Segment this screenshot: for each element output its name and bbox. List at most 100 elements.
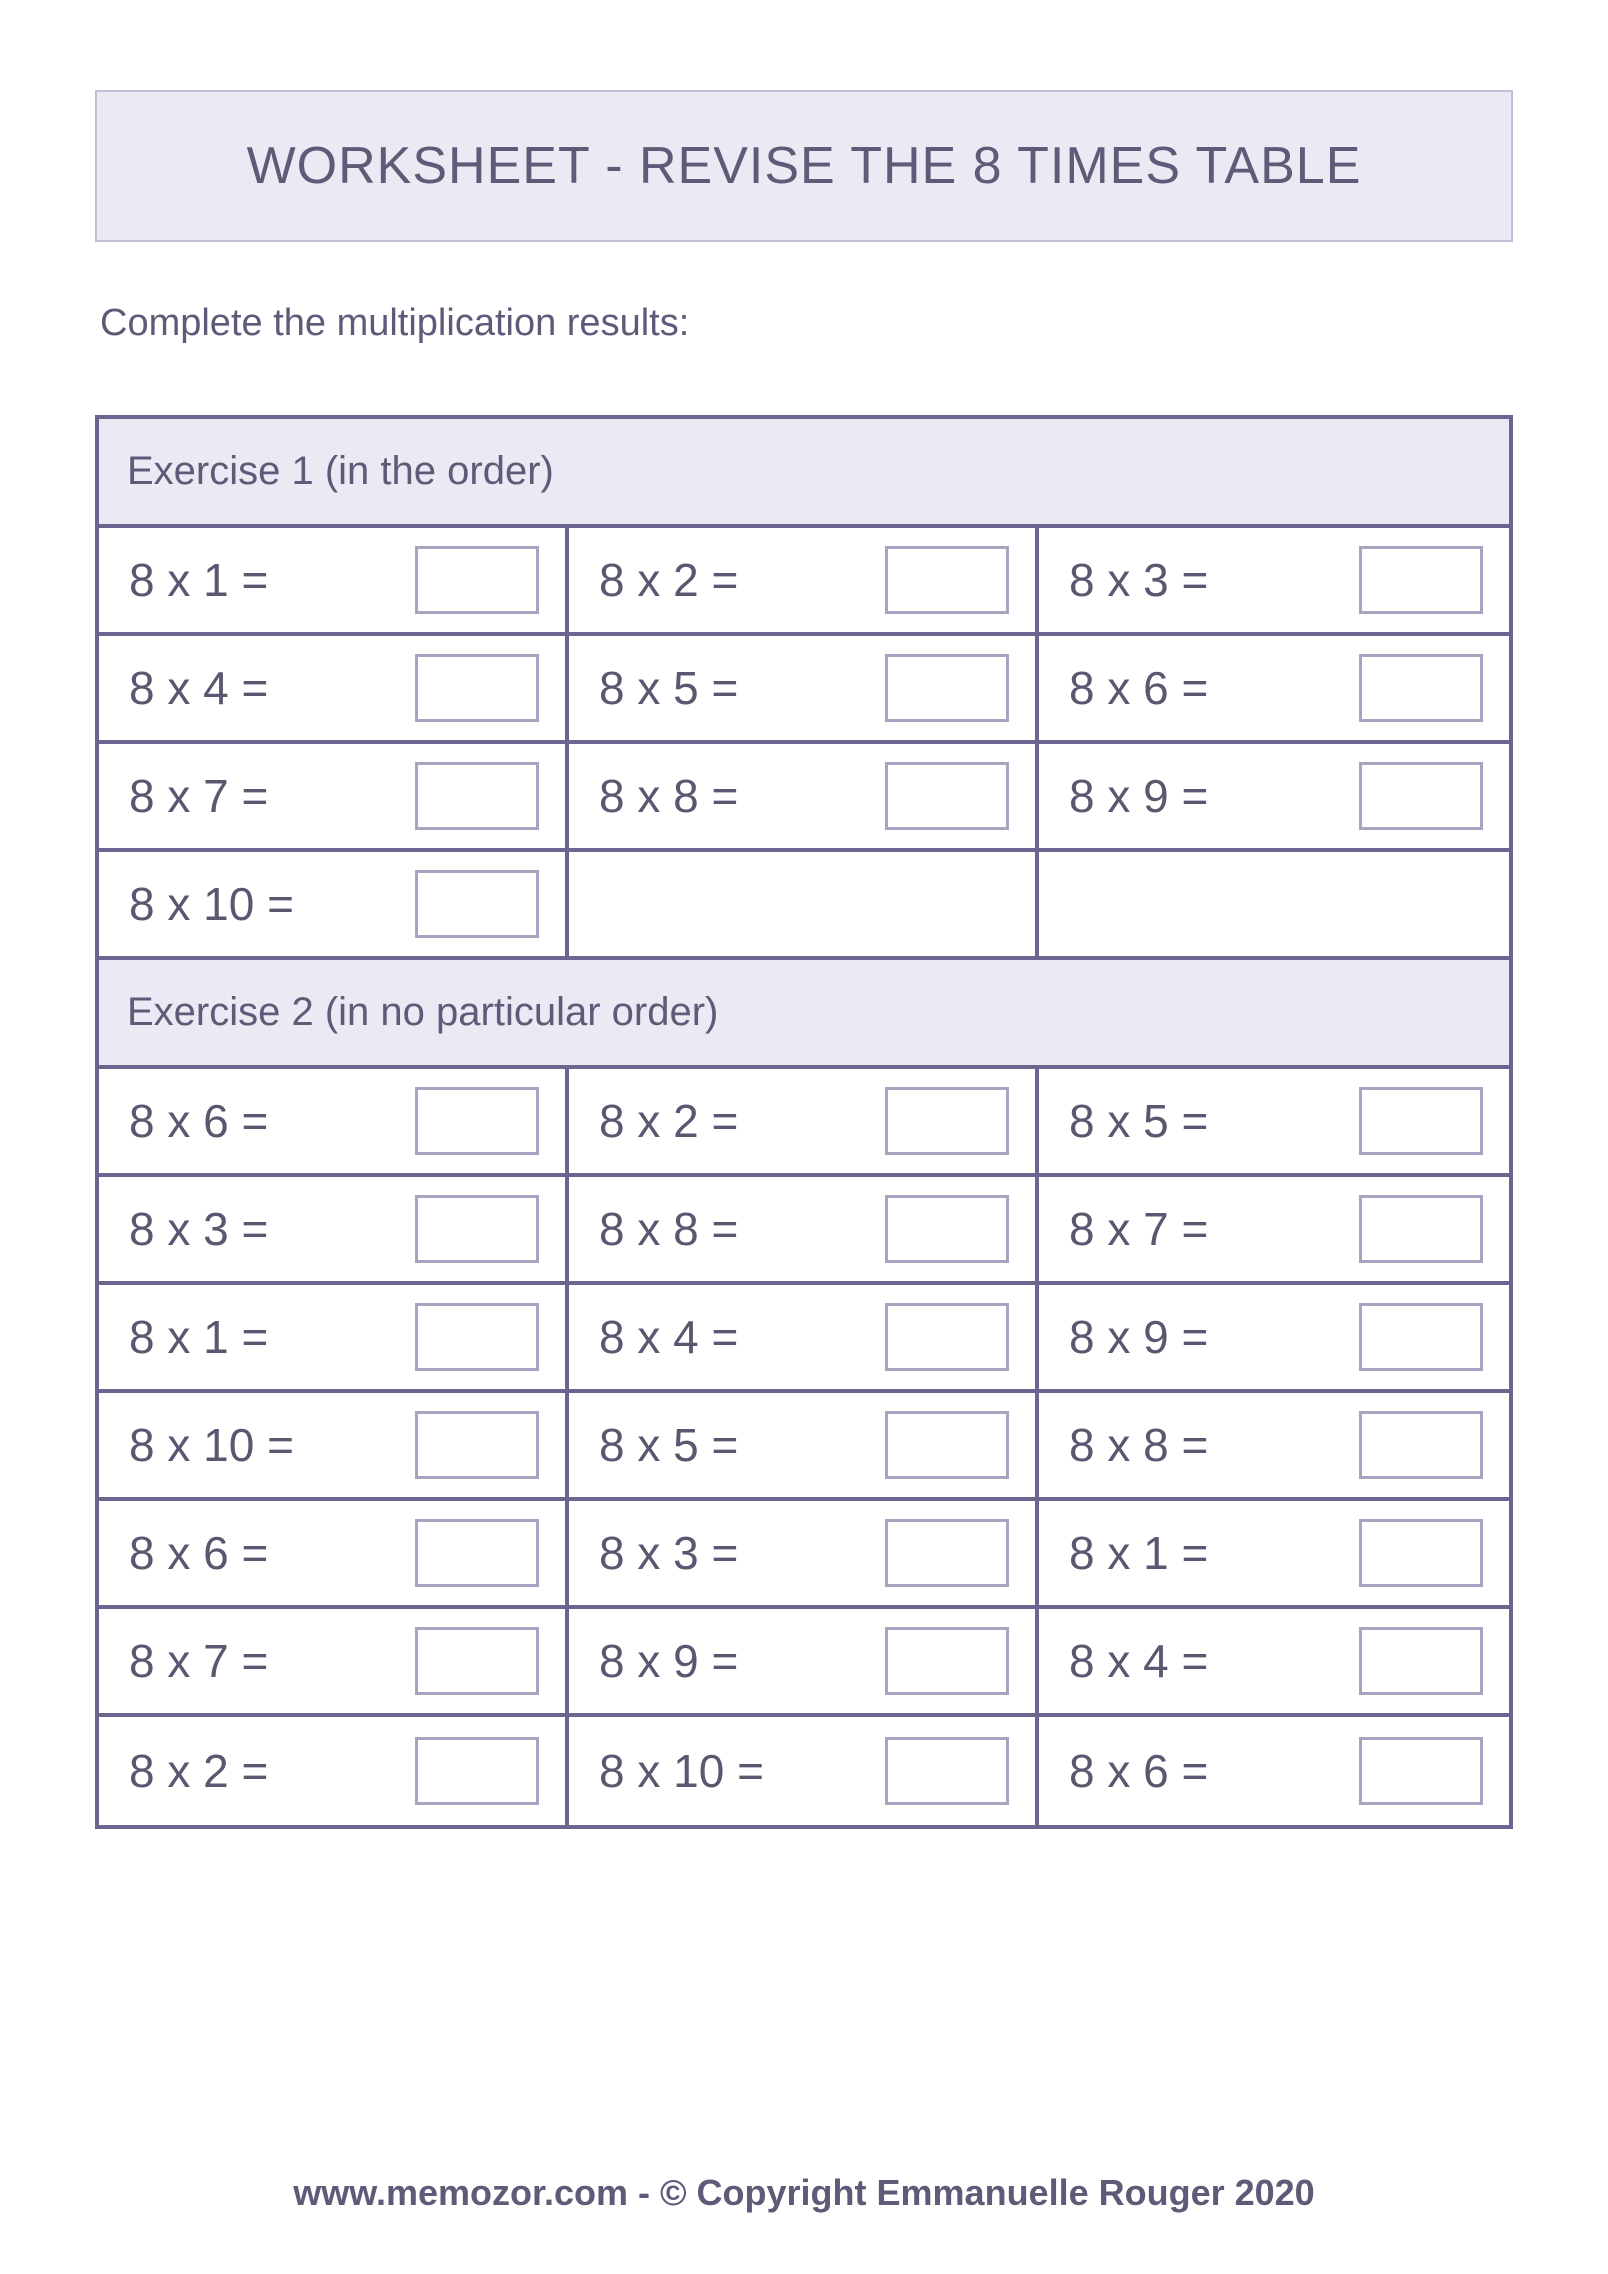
exercise-2-grid: 8 x 6 = 8 x 2 = 8 x 5 = 8 x 3 = 8 x 8 = 8 x 7… [99, 1069, 1509, 1825]
problem-cell: 8 x 10 = [99, 852, 569, 960]
answer-box[interactable] [885, 1087, 1009, 1155]
expression: 8 x 6 = [1069, 1744, 1208, 1798]
answer-box[interactable] [415, 1411, 539, 1479]
expression: 8 x 8 = [599, 1202, 738, 1256]
answer-box[interactable] [415, 1195, 539, 1263]
expression: 8 x 9 = [1069, 1310, 1208, 1364]
expression: 8 x 7 = [129, 1634, 268, 1688]
expression: 8 x 5 = [599, 1418, 738, 1472]
answer-box[interactable] [415, 870, 539, 938]
exercise-1-header: Exercise 1 (in the order) [99, 419, 1509, 528]
answer-box[interactable] [1359, 1303, 1483, 1371]
problem-cell: 8 x 1 = [99, 528, 569, 636]
problem-cell: 8 x 2 = [99, 1717, 569, 1825]
exercises-table: Exercise 1 (in the order) 8 x 1 = 8 x 2 =… [95, 415, 1513, 1829]
problem-cell: 8 x 6 = [99, 1501, 569, 1609]
problem-cell: 8 x 2 = [569, 528, 1039, 636]
problem-cell: 8 x 8 = [1039, 1393, 1509, 1501]
expression: 8 x 10 = [129, 1418, 294, 1472]
expression: 8 x 5 = [1069, 1094, 1208, 1148]
problem-cell: 8 x 6 = [99, 1069, 569, 1177]
answer-box[interactable] [415, 546, 539, 614]
answer-box[interactable] [415, 1087, 539, 1155]
answer-box[interactable] [885, 1627, 1009, 1695]
expression: 8 x 6 = [129, 1526, 268, 1580]
answer-box[interactable] [1359, 1627, 1483, 1695]
problem-cell [569, 852, 1039, 960]
instructions: Complete the multiplication results: [95, 302, 1513, 345]
answer-box[interactable] [885, 762, 1009, 830]
expression: 8 x 10 = [129, 877, 294, 931]
problem-cell: 8 x 5 = [569, 636, 1039, 744]
problem-cell: 8 x 4 = [99, 636, 569, 744]
answer-box[interactable] [885, 654, 1009, 722]
answer-box[interactable] [1359, 654, 1483, 722]
expression: 8 x 4 = [1069, 1634, 1208, 1688]
expression: 8 x 6 = [129, 1094, 268, 1148]
answer-box[interactable] [885, 1195, 1009, 1263]
problem-cell: 8 x 10 = [569, 1717, 1039, 1825]
expression: 8 x 2 = [599, 1094, 738, 1148]
problem-cell: 8 x 7 = [99, 1609, 569, 1717]
answer-box[interactable] [415, 1627, 539, 1695]
answer-box[interactable] [415, 1519, 539, 1587]
answer-box[interactable] [1359, 1519, 1483, 1587]
answer-box[interactable] [1359, 1411, 1483, 1479]
problem-cell: 8 x 5 = [569, 1393, 1039, 1501]
problem-cell: 8 x 1 = [99, 1285, 569, 1393]
answer-box[interactable] [885, 1737, 1009, 1805]
expression: 8 x 7 = [1069, 1202, 1208, 1256]
expression: 8 x 8 = [1069, 1418, 1208, 1472]
problem-cell: 8 x 2 = [569, 1069, 1039, 1177]
problem-cell: 8 x 3 = [1039, 528, 1509, 636]
problem-cell: 8 x 9 = [1039, 1285, 1509, 1393]
expression: 8 x 5 = [599, 661, 738, 715]
expression: 8 x 7 = [129, 769, 268, 823]
expression: 8 x 1 = [1069, 1526, 1208, 1580]
problem-cell: 8 x 6 = [1039, 636, 1509, 744]
answer-box[interactable] [415, 1737, 539, 1805]
answer-box[interactable] [1359, 1195, 1483, 1263]
expression: 8 x 4 = [129, 661, 268, 715]
exercise-1-grid: 8 x 1 = 8 x 2 = 8 x 3 = 8 x 4 = 8 x 5 = 8 x 6… [99, 528, 1509, 960]
expression: 8 x 9 = [599, 1634, 738, 1688]
answer-box[interactable] [415, 654, 539, 722]
problem-cell: 8 x 3 = [569, 1501, 1039, 1609]
title-box: WORKSHEET - REVISE THE 8 TIMES TABLE [95, 90, 1513, 242]
expression: 8 x 3 = [599, 1526, 738, 1580]
problem-cell: 8 x 6 = [1039, 1717, 1509, 1825]
problem-cell: 8 x 5 = [1039, 1069, 1509, 1177]
problem-cell: 8 x 7 = [1039, 1177, 1509, 1285]
answer-box[interactable] [885, 1411, 1009, 1479]
expression: 8 x 10 = [599, 1744, 764, 1798]
expression: 8 x 1 = [129, 553, 268, 607]
expression: 8 x 9 = [1069, 769, 1208, 823]
expression: 8 x 3 = [129, 1202, 268, 1256]
answer-box[interactable] [885, 1303, 1009, 1371]
answer-box[interactable] [415, 1303, 539, 1371]
answer-box[interactable] [1359, 762, 1483, 830]
problem-cell: 8 x 1 = [1039, 1501, 1509, 1609]
problem-cell [1039, 852, 1509, 960]
answer-box[interactable] [885, 1519, 1009, 1587]
answer-box[interactable] [1359, 1737, 1483, 1805]
expression: 8 x 2 = [129, 1744, 268, 1798]
answer-box[interactable] [885, 546, 1009, 614]
page-title: WORKSHEET - REVISE THE 8 TIMES TABLE [117, 136, 1491, 196]
problem-cell: 8 x 9 = [1039, 744, 1509, 852]
expression: 8 x 3 = [1069, 553, 1208, 607]
problem-cell: 8 x 8 = [569, 744, 1039, 852]
answer-box[interactable] [1359, 1087, 1483, 1155]
problem-cell: 8 x 8 = [569, 1177, 1039, 1285]
problem-cell: 8 x 9 = [569, 1609, 1039, 1717]
exercise-2-header: Exercise 2 (in no particular order) [99, 960, 1509, 1069]
answer-box[interactable] [1359, 546, 1483, 614]
answer-box[interactable] [415, 762, 539, 830]
expression: 8 x 6 = [1069, 661, 1208, 715]
problem-cell: 8 x 7 = [99, 744, 569, 852]
footer: www.memozor.com - © Copyright Emmanuelle… [0, 2172, 1608, 2214]
problem-cell: 8 x 3 = [99, 1177, 569, 1285]
expression: 8 x 4 = [599, 1310, 738, 1364]
expression: 8 x 2 = [599, 553, 738, 607]
problem-cell: 8 x 10 = [99, 1393, 569, 1501]
